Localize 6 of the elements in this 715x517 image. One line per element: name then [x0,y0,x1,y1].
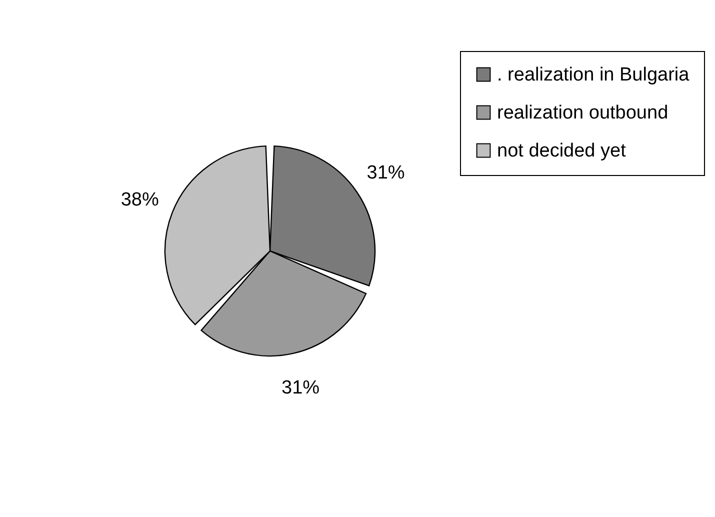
data-label: 31% [282,378,320,399]
legend-label: realization outbound [497,102,668,124]
legend-label: . realization in Bulgaria [497,64,690,86]
data-label: 31% [366,162,405,184]
data-label: 38% [120,189,159,210]
legend-label: not decided yet [497,140,627,162]
